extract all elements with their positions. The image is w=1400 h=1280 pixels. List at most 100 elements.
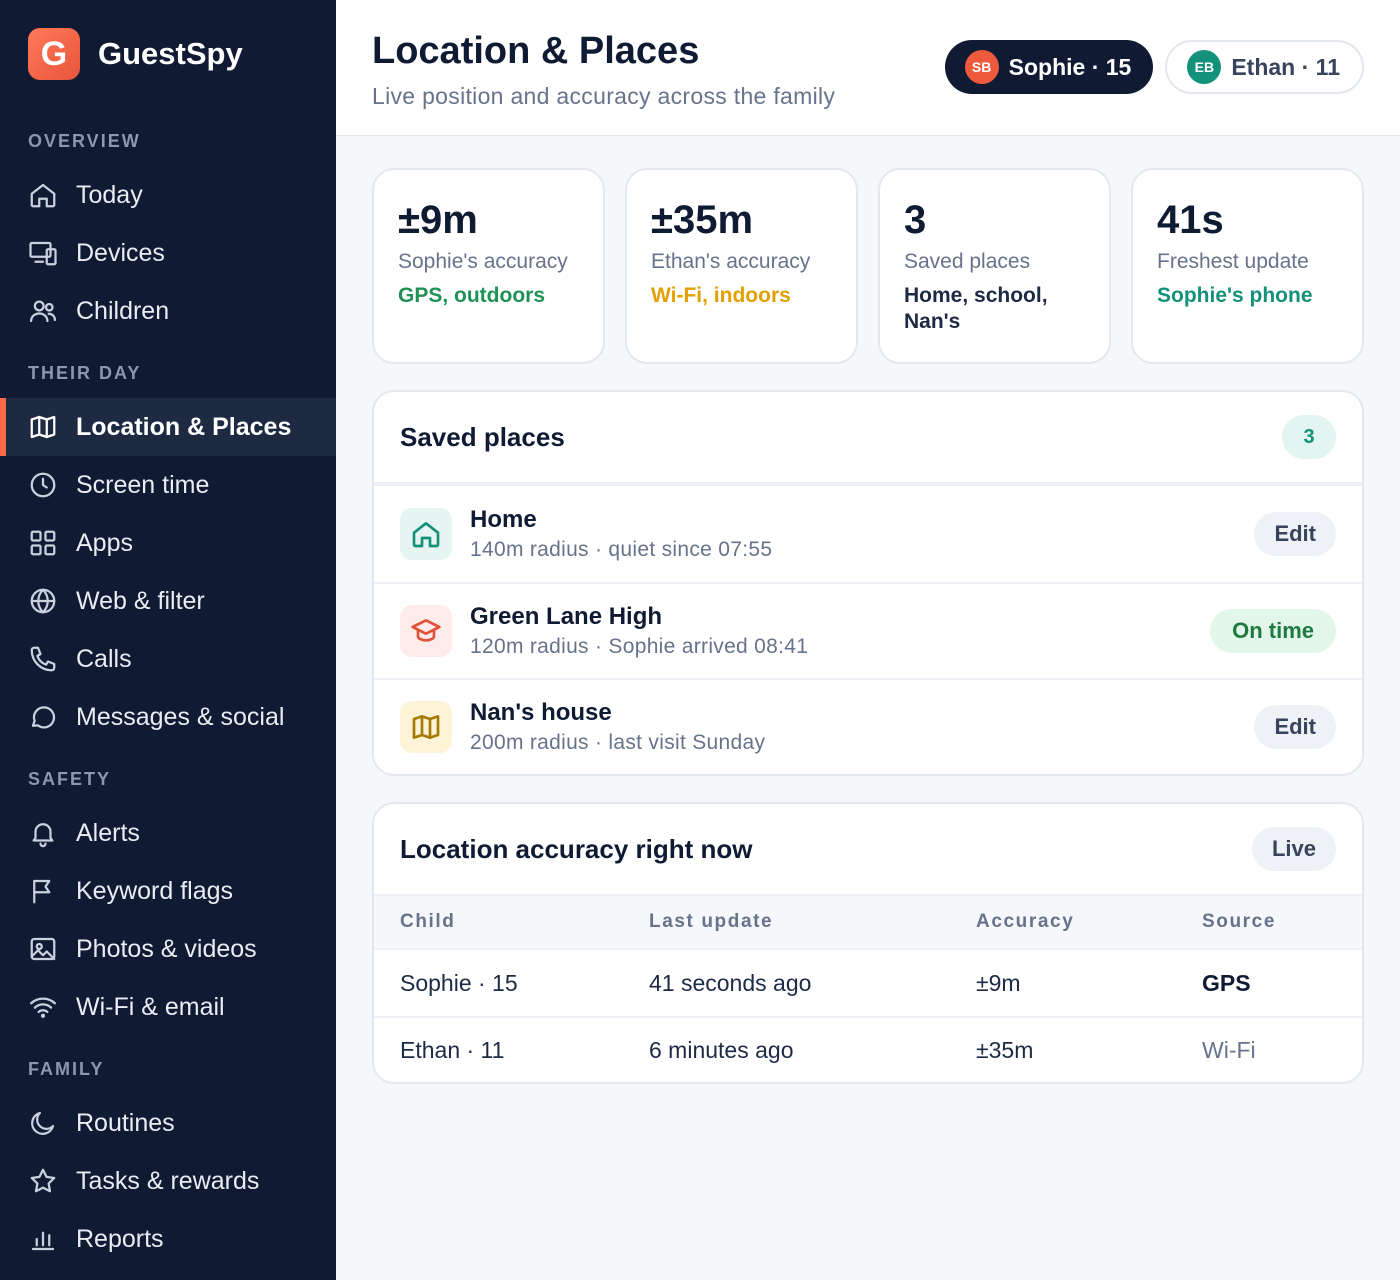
place-name: Green Lane High (470, 603, 663, 630)
stat-value: 3 (904, 198, 927, 242)
star-icon (30, 1168, 56, 1193)
sidebar-item-alerts[interactable]: Alerts (0, 804, 336, 862)
edit-button[interactable]: Edit (1254, 512, 1336, 556)
place-name: Home (470, 506, 537, 533)
cell-source: Wi-Fi (1202, 1036, 1256, 1063)
table-row[interactable]: Sophie · 15 41 seconds ago ±9m GPS (374, 950, 1362, 1016)
sidebar-item-wifi-email[interactable]: Wi-Fi & email (0, 978, 336, 1036)
flag-icon (33, 879, 51, 904)
graduation-cap-icon (411, 619, 441, 642)
sidebar-item-label: Children (76, 296, 170, 325)
live-badge: Live (1251, 827, 1336, 871)
cell-accuracy: ±35m (976, 1036, 1034, 1063)
cell-last-update: 6 minutes ago (649, 1036, 794, 1063)
edit-button[interactable]: Edit (1254, 705, 1336, 749)
main-content: Location & Places Live position and accu… (336, 0, 1400, 1280)
page-title: Location & Places (372, 30, 700, 72)
stat-label: Saved places (904, 250, 1031, 273)
cell-source: GPS (1202, 969, 1251, 996)
stat-label: Sophie's accuracy (398, 250, 568, 273)
child-switcher: SB Sophie · 15 EB Ethan · 11 (933, 40, 1364, 135)
nav-section-family: FAMILY (28, 1059, 105, 1079)
moon-icon (31, 1111, 55, 1135)
cell-last-update: 41 seconds ago (649, 969, 812, 996)
sidebar-item-label: Today (76, 180, 143, 209)
list-item[interactable]: Green Lane High 120m radius · Sophie arr… (374, 582, 1362, 678)
sidebar-item-photos-videos[interactable]: Photos & videos (0, 920, 336, 978)
wifi-icon (30, 997, 56, 1018)
stat-card: 41s Freshest update Sophie's phone (1131, 168, 1364, 364)
page-header: Location & Places Live position and accu… (336, 0, 1400, 136)
sidebar-item-calls[interactable]: Calls (0, 630, 336, 688)
stat-note: Home, school, Nan's (904, 284, 1048, 333)
sidebar-item-messages-social[interactable]: Messages & social (0, 688, 336, 746)
stat-value: 41s (1157, 198, 1224, 242)
place-text: Home 140m radius · quiet since 07:55 (470, 506, 1254, 562)
card-header: Saved places 3 (374, 392, 1362, 482)
sidebar-item-label: Routines (76, 1108, 175, 1137)
table-body: Sophie · 15 41 seconds ago ±9m GPS Ethan… (374, 950, 1362, 1082)
list-item[interactable]: Home 140m radius · quiet since 07:55 Edi… (374, 486, 1362, 582)
place-list: Home 140m radius · quiet since 07:55 Edi… (374, 482, 1362, 774)
phone-icon (30, 646, 56, 672)
sidebar-item-location-places[interactable]: Location & Places (0, 398, 336, 456)
stat-note: Sophie's phone (1157, 284, 1313, 307)
brand-name: GuestSpy (98, 36, 243, 71)
sidebar-item-label: Photos & videos (76, 934, 257, 963)
avatar: EB (1187, 50, 1222, 84)
place-icon-wrap (400, 701, 452, 753)
sidebar-item-keyword-flags[interactable]: Keyword flags (0, 862, 336, 920)
card-title: Saved places (400, 421, 565, 452)
status-badge: On time (1210, 609, 1336, 653)
child-chip-label: Ethan · 11 (1231, 53, 1340, 80)
column-header[interactable]: Source (1202, 911, 1277, 932)
place-text: Nan's house 200m radius · last visit Sun… (470, 699, 1254, 755)
child-chip-sophie[interactable]: SB Sophie · 15 (944, 40, 1154, 94)
sidebar-item-web-filter[interactable]: Web & filter (0, 572, 336, 630)
child-chip-ethan[interactable]: EB Ethan · 11 (1165, 40, 1364, 94)
place-desc: 200m radius · last visit Sunday (470, 731, 766, 754)
stat-value: ±35m (651, 198, 754, 242)
card-title: Location accuracy right now (400, 833, 753, 864)
sidebar-item-label: Screen time (76, 470, 210, 499)
card-header: Location accuracy right now Live (374, 804, 1362, 894)
table-row[interactable]: Ethan · 11 6 minutes ago ±35m Wi-Fi (374, 1016, 1362, 1082)
column-header[interactable]: Accuracy (976, 911, 1075, 932)
sidebar-item-label: Web & filter (76, 586, 205, 615)
column-header[interactable]: Last update (649, 911, 774, 932)
cell-child: Ethan · 11 (400, 1036, 505, 1063)
brand-logo: G (28, 28, 80, 80)
sidebar-item-routines[interactable]: Routines (0, 1094, 336, 1152)
count-badge: 3 (1282, 415, 1336, 459)
map-icon (412, 715, 440, 739)
cell-child: Sophie · 15 (400, 969, 518, 996)
map-icon (30, 415, 56, 439)
sidebar-item-apps[interactable]: Apps (0, 514, 336, 572)
stat-card: ±35m Ethan's accuracy Wi-Fi, indoors (625, 168, 858, 364)
nav-section-overview: OVERVIEW (28, 131, 141, 151)
stat-card: ±9m Sophie's accuracy GPS, outdoors (372, 168, 605, 364)
sidebar-item-today[interactable]: Today (0, 166, 336, 224)
sidebar-item-label: Wi-Fi & email (76, 992, 225, 1021)
sidebar-item-tasks-rewards[interactable]: Tasks & rewards (0, 1152, 336, 1210)
sidebar-item-label: Reports (76, 1224, 164, 1253)
cell-accuracy: ±9m (976, 969, 1021, 996)
sidebar-item-label: Location & Places (76, 412, 292, 441)
home-icon (412, 522, 440, 548)
globe-icon (30, 588, 56, 614)
content-area: ±9m Sophie's accuracy GPS, outdoors ±35m… (336, 136, 1400, 1084)
place-desc: 120m radius · Sophie arrived 08:41 (470, 635, 809, 658)
list-item[interactable]: Nan's house 200m radius · last visit Sun… (374, 678, 1362, 774)
sidebar-item-reports[interactable]: Reports (0, 1210, 336, 1268)
sidebar-item-label: Alerts (76, 818, 140, 847)
place-icon-wrap (400, 508, 452, 560)
brand[interactable]: G GuestSpy (0, 0, 336, 108)
stats-row: ±9m Sophie's accuracy GPS, outdoors ±35m… (372, 168, 1364, 364)
place-name: Nan's house (470, 699, 612, 726)
sidebar-item-devices[interactable]: Devices (0, 224, 336, 282)
sidebar-item-children[interactable]: Children (0, 282, 336, 340)
column-header[interactable]: Child (400, 911, 456, 932)
home-icon (30, 183, 56, 208)
sidebar-item-screen-time[interactable]: Screen time (0, 456, 336, 514)
